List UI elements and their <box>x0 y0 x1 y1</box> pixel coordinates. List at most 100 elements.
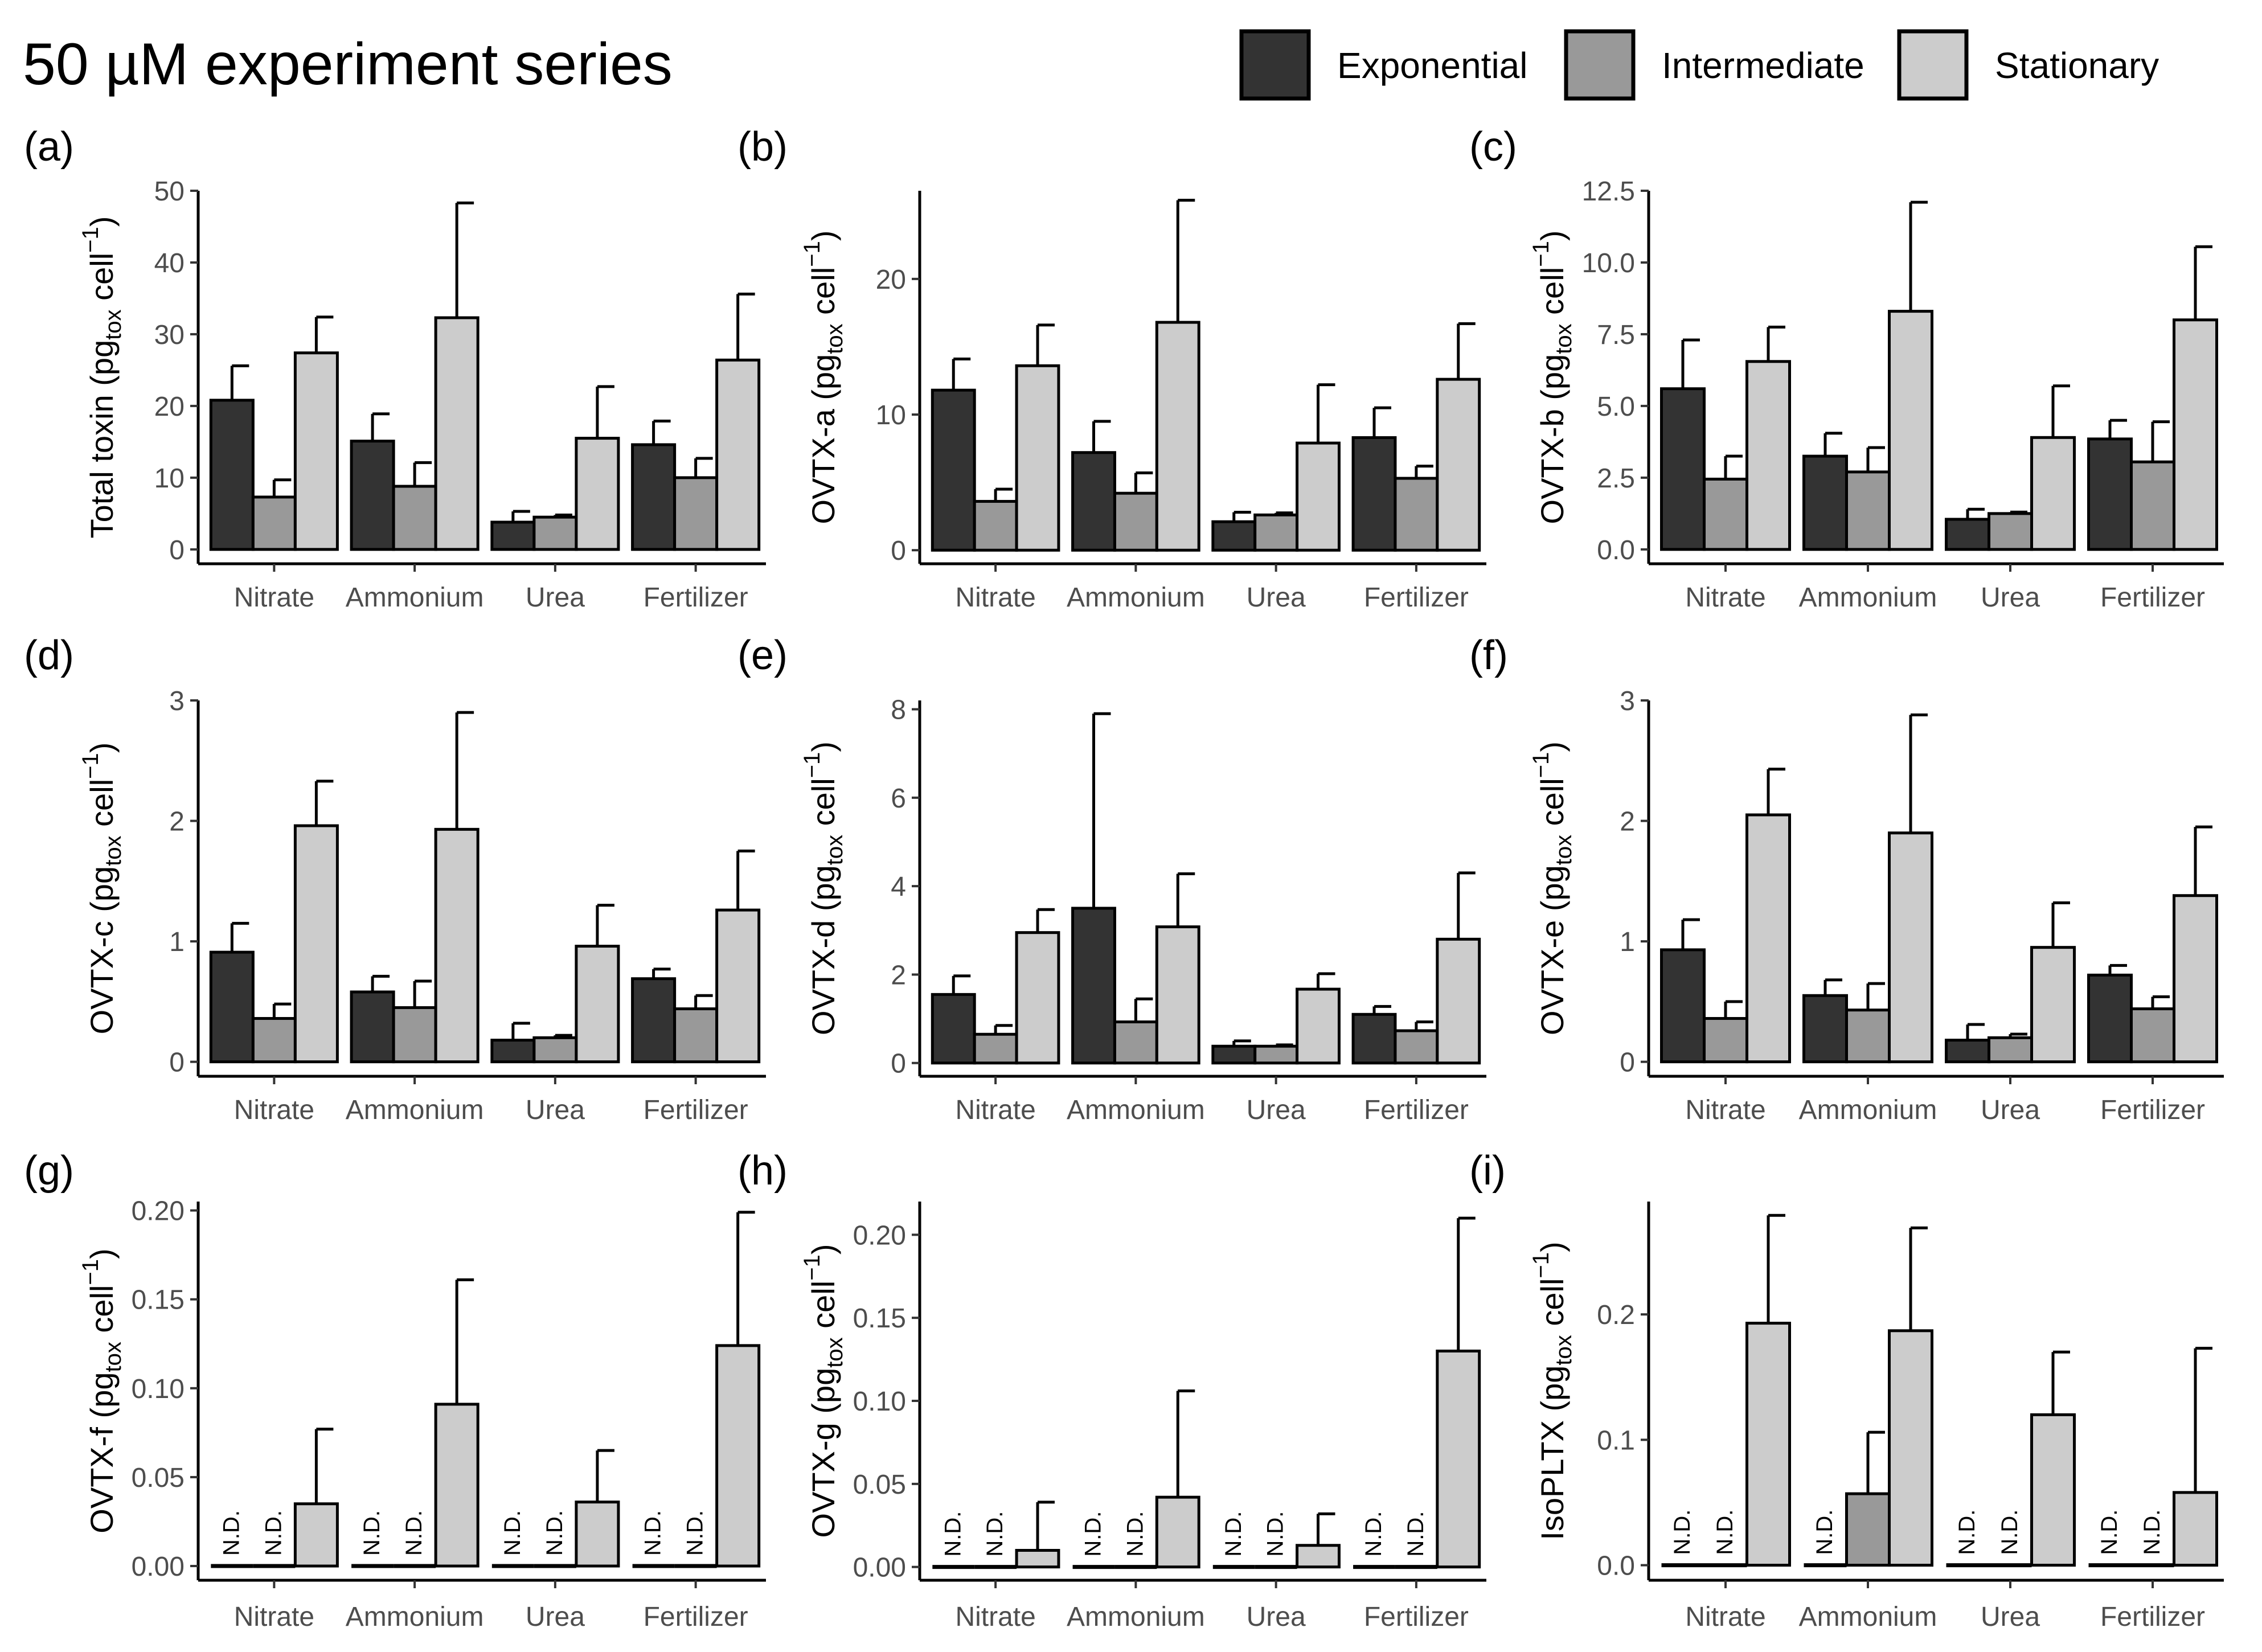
nd-label: N.D. <box>1997 1510 2022 1555</box>
bar-exponential-nitrate <box>209 950 255 1064</box>
bar-exponential-ammonium <box>1802 454 1848 551</box>
panel-label: (a) <box>24 124 74 170</box>
panel-b: (b) 0 10 20 OVTX-a (pgtox cell−1) Nitrate Ammo… <box>737 124 1486 613</box>
nd-label: N.D. <box>1812 1510 1837 1555</box>
panel-a: (a) 0 10 20 30 40 50 Total toxin (pgtox cell−1)… <box>24 124 766 613</box>
x-tick-label: Urea <box>1981 1602 2040 1632</box>
bar-stationary-fertilizer <box>2173 1491 2218 1567</box>
y-axis-label: OVTX-c (pgtox cell−1) <box>78 743 126 1035</box>
y-tick-label: 0.10 <box>132 1374 185 1404</box>
y-tick-label: 0 <box>891 1049 906 1079</box>
bar-intermediate-urea <box>1253 1044 1299 1065</box>
bar-stationary-fertilizer <box>715 358 761 551</box>
bar-intermediate-urea <box>1988 512 2033 551</box>
bar-stationary-fertilizer <box>1436 378 1481 552</box>
legend-swatch-stationary <box>1897 29 1969 101</box>
figure-title: 50 µM experiment series <box>23 31 673 97</box>
y-tick-label: 20 <box>154 392 185 422</box>
nd-label: N.D. <box>219 1510 244 1556</box>
panel-label: (d) <box>24 633 74 678</box>
x-tick-label: Nitrate <box>1685 1602 1765 1632</box>
y-tick-label: 1 <box>169 927 185 957</box>
bar-stationary-nitrate <box>1745 813 1791 1064</box>
nd-label: N.D. <box>1221 1511 1246 1557</box>
x-tick-label: Fertilizer <box>644 583 748 613</box>
x-tick-label: Nitrate <box>955 1095 1035 1125</box>
bar-stationary-nitrate <box>293 351 339 551</box>
x-tick-label: Fertilizer <box>1364 1602 1469 1632</box>
y-tick-label: 10 <box>154 464 185 494</box>
y-tick-label: 0.0 <box>1597 1551 1635 1581</box>
y-tick-label: 0.20 <box>132 1196 185 1227</box>
x-tick-label: Ammonium <box>346 583 484 613</box>
x-tick-label: Urea <box>1247 1095 1306 1125</box>
bar-intermediate-urea <box>1253 513 1299 552</box>
panel-label: (b) <box>737 124 788 170</box>
x-tick-label: Ammonium <box>1799 1602 1937 1632</box>
bar-exponential-ammonium <box>1071 451 1116 552</box>
y-tick-label: 3 <box>169 686 185 716</box>
nd-label: N.D. <box>641 1510 666 1556</box>
bar-intermediate-ammonium <box>392 485 437 551</box>
y-tick-label: 1 <box>1620 927 1635 957</box>
nd-label: N.D. <box>1954 1510 1980 1555</box>
legend-label-exponential: Exponential <box>1337 45 1527 86</box>
y-tick-label: 2 <box>1620 807 1635 837</box>
nd-label: N.D. <box>940 1511 965 1557</box>
y-tick-label: 5.0 <box>1597 392 1635 422</box>
nd-label: N.D. <box>2097 1510 2122 1555</box>
legend-swatch-exponential <box>1239 29 1311 101</box>
panel-label: (g) <box>24 1148 74 1194</box>
y-axis-label: OVTX-d (pgtox cell−1) <box>800 741 847 1035</box>
bar-intermediate-fertilizer <box>2130 460 2175 551</box>
x-tick-label: Urea <box>1247 1602 1306 1632</box>
bar-stationary-nitrate <box>1015 1549 1060 1569</box>
nd-label: N.D. <box>1403 1511 1428 1557</box>
x-tick-label: Nitrate <box>955 1602 1035 1632</box>
panel-label: (i) <box>1469 1148 1506 1194</box>
y-axis-label: IsoPLTX (pgtox cell−1) <box>1529 1241 1576 1540</box>
panel-f: (f) 0 1 2 3 OVTX-e (pgtox cell−1) Nitrate Ammon… <box>1469 633 2224 1125</box>
bar-exponential-fertilizer <box>1351 1012 1397 1065</box>
y-tick-label: 0.00 <box>853 1553 906 1583</box>
y-tick-label: 8 <box>891 695 906 725</box>
y-tick-label: 0.10 <box>853 1387 906 1417</box>
bar-exponential-fertilizer <box>1351 436 1397 552</box>
nd-label: N.D. <box>683 1510 708 1556</box>
x-tick-label: Urea <box>1247 583 1306 613</box>
bar-stationary-ammonium <box>1155 321 1200 552</box>
y-axis-label: OVTX-g (pgtox cell−1) <box>800 1244 847 1538</box>
panel-e: (e) 0 2 4 6 8 OVTX-d (pgtox cell−1) Nitrate Ammo… <box>737 633 1486 1125</box>
bar-exponential-urea <box>490 520 536 551</box>
x-tick-label: Fertilizer <box>644 1602 748 1632</box>
x-tick-label: Nitrate <box>234 1095 314 1125</box>
x-tick-label: Ammonium <box>346 1095 484 1125</box>
y-tick-label: 0.0 <box>1597 535 1635 565</box>
bar-stationary-urea <box>2030 436 2076 551</box>
legend-swatch-intermediate <box>1564 29 1636 101</box>
bar-stationary-fertilizer <box>2173 318 2218 551</box>
bar-stationary-urea <box>575 945 620 1064</box>
bar-stationary-ammonium <box>434 1403 480 1568</box>
bar-stationary-urea <box>1296 441 1341 552</box>
bar-exponential-ammonium <box>1071 907 1116 1065</box>
x-tick-label: Urea <box>526 1602 585 1632</box>
x-tick-label: Nitrate <box>1685 583 1765 613</box>
nd-label: N.D. <box>542 1510 567 1556</box>
y-axis-label: OVTX-f (pgtox cell−1) <box>78 1248 126 1533</box>
x-tick-label: Fertilizer <box>2100 583 2205 613</box>
bar-exponential-urea <box>1211 520 1257 552</box>
nd-label: N.D. <box>401 1510 427 1556</box>
bar-stationary-urea <box>2030 946 2076 1064</box>
y-tick-label: 0 <box>891 536 906 566</box>
bar-stationary-fertilizer <box>2173 894 2218 1064</box>
y-tick-label: 4 <box>891 872 906 902</box>
x-tick-label: Ammonium <box>1067 583 1205 613</box>
x-tick-label: Urea <box>526 583 585 613</box>
bar-exponential-nitrate <box>209 399 255 551</box>
bar-stationary-ammonium <box>1888 310 1933 551</box>
y-tick-label: 0 <box>169 535 185 565</box>
